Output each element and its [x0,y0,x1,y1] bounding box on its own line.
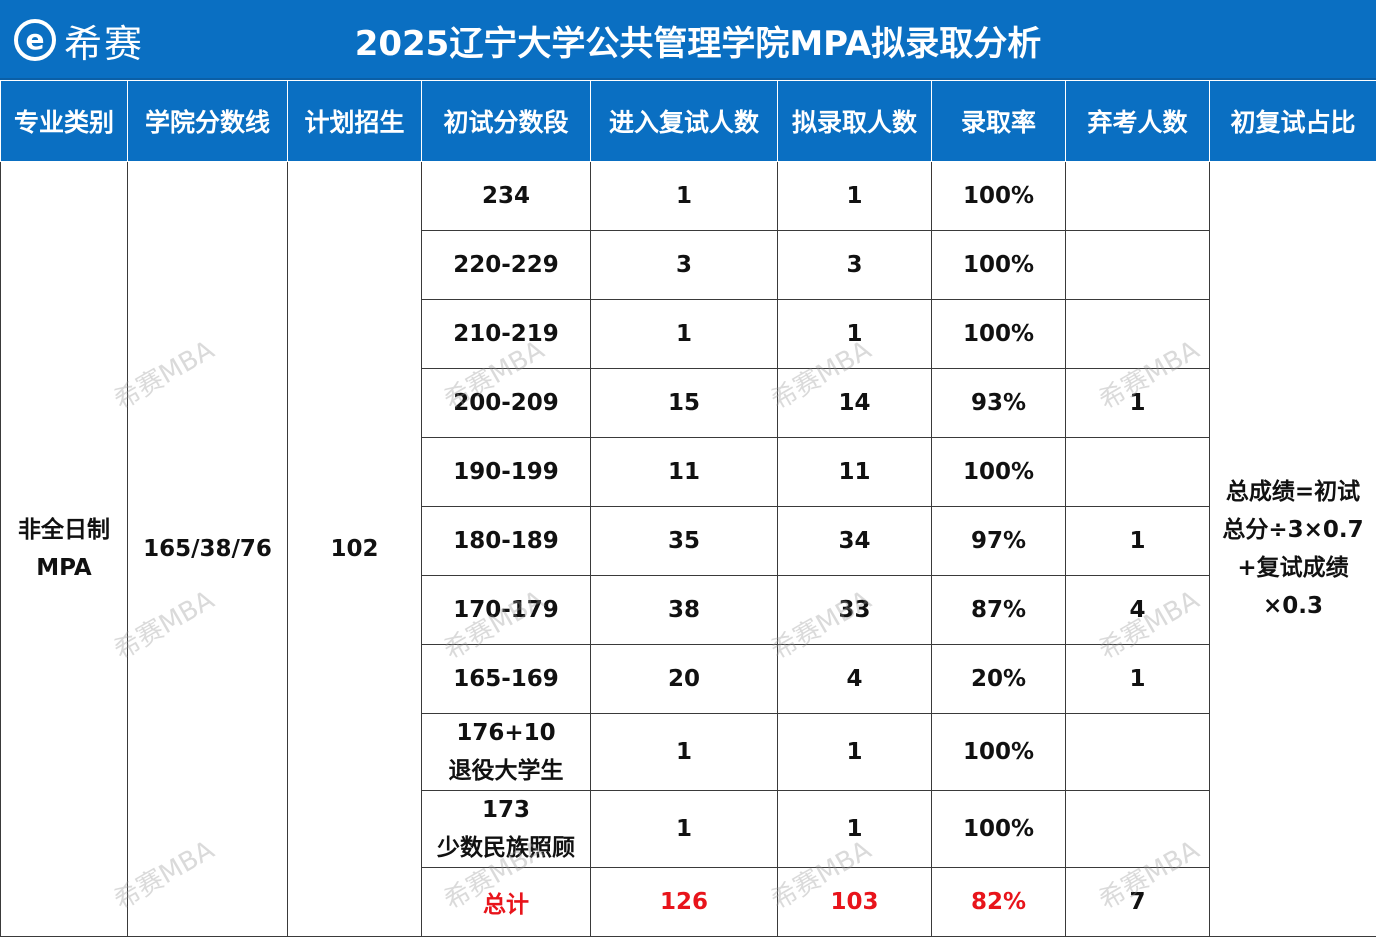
plan-cell: 102 [288,162,422,937]
rate-cell: 100% [932,438,1066,507]
range-line: 210-219 [422,315,590,353]
dropped-cell [1066,231,1210,300]
retest-cell: 38 [591,576,778,645]
col-header-plan: 计划招生 [288,81,422,162]
logo-text: 希赛 [64,13,144,68]
cutoff-cell: 165/38/76 [128,162,288,937]
total-rate: 82% [932,868,1066,937]
admitted-cell: 1 [778,714,932,791]
rate-cell: 87% [932,576,1066,645]
col-header-retest: 进入复试人数 [591,81,778,162]
retest-cell: 35 [591,507,778,576]
formula-line: ×0.3 [1210,587,1376,625]
admitted-cell: 3 [778,231,932,300]
major-line: 非全日制 [1,511,127,549]
admitted-cell: 1 [778,791,932,868]
range-line: 180-189 [422,522,590,560]
rate-cell: 100% [932,300,1066,369]
range-line: 234 [422,177,590,215]
formula-line: 总分÷3×0.7 [1210,511,1376,549]
page-title: 2025辽宁大学公共管理学院MPA拟录取分析 [170,0,1376,80]
admitted-cell: 4 [778,645,932,714]
retest-cell: 15 [591,369,778,438]
range-line: 173 [422,791,590,829]
total-admitted: 103 [778,868,932,937]
range-line: 190-199 [422,453,590,491]
dropped-cell [1066,438,1210,507]
admitted-cell: 1 [778,162,932,231]
dropped-cell: 4 [1066,576,1210,645]
admitted-cell: 11 [778,438,932,507]
range-line: 退役大学生 [422,752,590,790]
major-line: MPA [1,549,127,587]
range-cell: 220-229 [422,231,591,300]
retest-cell: 20 [591,645,778,714]
total-dropped: 7 [1066,868,1210,937]
dropped-cell: 1 [1066,507,1210,576]
dropped-cell [1066,791,1210,868]
col-header-cutoff: 学院分数线 [128,81,288,162]
range-line: 少数民族照顾 [422,829,590,867]
rate-cell: 100% [932,231,1066,300]
rate-cell: 100% [932,162,1066,231]
rate-cell: 20% [932,645,1066,714]
retest-cell: 1 [591,791,778,868]
retest-cell: 1 [591,162,778,231]
range-cell: 200-209 [422,369,591,438]
range-cell: 190-199 [422,438,591,507]
col-header-admitted: 拟录取人数 [778,81,932,162]
dropped-cell [1066,162,1210,231]
formula-line: 总成绩=初试 [1210,473,1376,511]
range-line: 170-179 [422,591,590,629]
dropped-cell [1066,714,1210,791]
range-cell: 234 [422,162,591,231]
range-cell: 165-169 [422,645,591,714]
range-cell: 170-179 [422,576,591,645]
formula-cell: 总成绩=初试总分÷3×0.7+复试成绩×0.3 [1210,162,1376,937]
rate-cell: 97% [932,507,1066,576]
admission-table: 专业类别 学院分数线 计划招生 初试分数段 进入复试人数 拟录取人数 录取率 弃… [0,80,1376,937]
logo-mark: e [14,19,56,61]
dropped-cell [1066,300,1210,369]
col-header-rate: 录取率 [932,81,1066,162]
total-retest: 126 [591,868,778,937]
retest-cell: 1 [591,714,778,791]
title-bar: e 希赛 2025辽宁大学公共管理学院MPA拟录取分析 [0,0,1376,80]
admitted-cell: 14 [778,369,932,438]
admitted-cell: 1 [778,300,932,369]
col-header-ratio: 初复试占比 [1210,81,1376,162]
range-line: 165-169 [422,660,590,698]
retest-cell: 11 [591,438,778,507]
range-line: 176+10 [422,714,590,752]
logo: e 希赛 [14,16,144,64]
admitted-cell: 34 [778,507,932,576]
rate-cell: 93% [932,369,1066,438]
range-cell: 180-189 [422,507,591,576]
header-row: 专业类别 学院分数线 计划招生 初试分数段 进入复试人数 拟录取人数 录取率 弃… [1,81,1376,162]
retest-cell: 3 [591,231,778,300]
range-line: 220-229 [422,246,590,284]
col-header-major: 专业类别 [1,81,128,162]
formula-line: +复试成绩 [1210,549,1376,587]
rate-cell: 100% [932,714,1066,791]
retest-cell: 1 [591,300,778,369]
range-line: 200-209 [422,384,590,422]
rate-cell: 100% [932,791,1066,868]
dropped-cell: 1 [1066,645,1210,714]
col-header-dropped: 弃考人数 [1066,81,1210,162]
dropped-cell: 1 [1066,369,1210,438]
admitted-cell: 33 [778,576,932,645]
col-header-range: 初试分数段 [422,81,591,162]
range-cell: 210-219 [422,300,591,369]
total-label: 总计 [422,868,591,937]
